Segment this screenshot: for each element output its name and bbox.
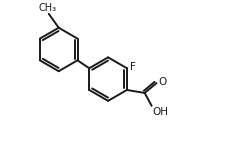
Text: F: F [130,62,136,72]
Text: O: O [158,77,167,87]
Text: OH: OH [153,107,169,117]
Text: CH₃: CH₃ [39,3,57,13]
